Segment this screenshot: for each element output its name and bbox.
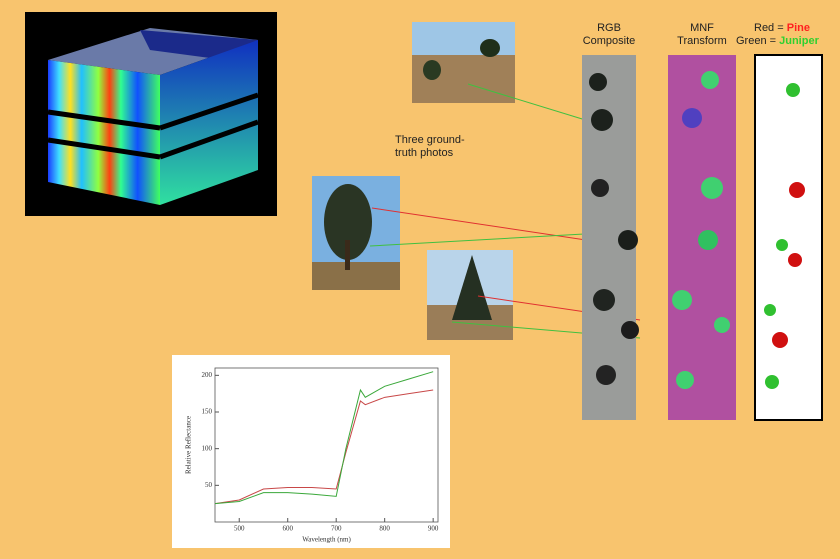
mnf-strip (668, 55, 736, 420)
panel-label: MNF Transform (677, 22, 727, 47)
plot-panel (172, 355, 450, 548)
x-axis-label: Wavelength (nm) (302, 536, 351, 544)
y-tick-label: 100 (202, 444, 213, 452)
legend-entry: Red = Pine (736, 22, 840, 35)
classification-strip (754, 54, 823, 421)
legend-name: Pine (786, 22, 810, 34)
photo-top (412, 22, 515, 103)
spectrum-plot: 50 100 150 200 500 600 700 800 900 Wavelength (nm… (185, 367, 439, 544)
x-tick-label: 800 (379, 525, 390, 533)
hypercube-image (25, 12, 277, 216)
legend-name: Juniper (779, 35, 819, 47)
legend-key: Green = (736, 35, 777, 47)
y-tick-label: 50 (205, 481, 213, 489)
legend: Red = Pine Green = Juniper (736, 22, 840, 48)
legend-entry: Green = Juniper (736, 35, 840, 48)
y-tick-label: 150 (202, 408, 213, 416)
rgb-strip (582, 55, 639, 420)
spectrum-line (214, 371, 434, 505)
ground-truth-label: Three ground-truth photos (395, 134, 465, 159)
panel-label: RGB Composite (582, 22, 636, 47)
plot-frame (214, 367, 439, 523)
photo-middle (312, 176, 400, 290)
y-axis-label: Relative Reflectance (185, 416, 193, 474)
x-tick-label: 500 (234, 525, 245, 533)
y-tick-label: 200 (202, 371, 213, 379)
legend-key: Red = (754, 22, 784, 34)
x-tick-label: 600 (282, 525, 293, 533)
photo-bottom (427, 250, 513, 340)
x-tick-label: 900 (428, 525, 439, 533)
x-tick-label: 700 (331, 525, 342, 533)
